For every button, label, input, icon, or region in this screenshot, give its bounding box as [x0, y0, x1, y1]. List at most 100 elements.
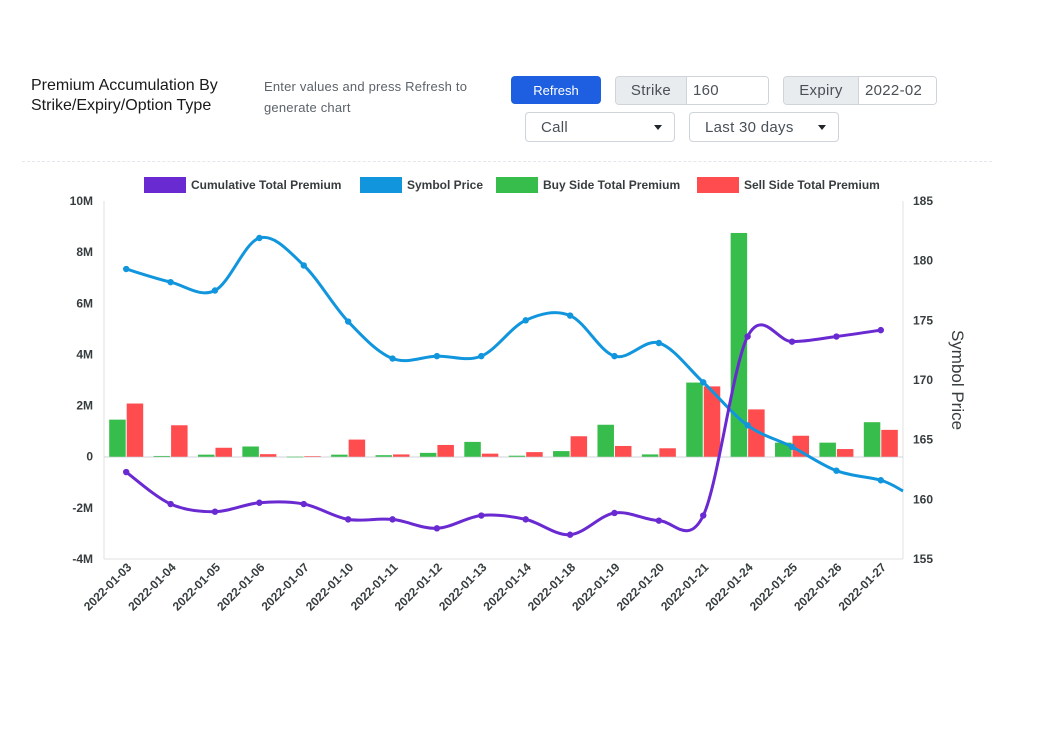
left-axis-tick-label: 10M	[70, 194, 93, 208]
strike-input-group: Strike	[615, 76, 769, 105]
legend-item-buy[interactable]: Buy Side Total Premium	[496, 177, 680, 193]
buy-bar	[286, 456, 304, 458]
sell-bar	[659, 448, 676, 457]
symbol-price-point	[256, 234, 263, 242]
buy-bar	[375, 455, 393, 457]
sell-bar	[748, 409, 765, 457]
buy-bar	[553, 451, 570, 457]
buy-bar	[597, 424, 614, 457]
left-axis-tick-label: 8M	[76, 245, 93, 259]
symbol-price-point	[788, 443, 796, 451]
legend-label-buy: Buy Side Total Premium	[543, 178, 681, 192]
buy-bar	[730, 232, 748, 457]
cumulative-premium-point	[211, 508, 219, 515]
symbol-price-point	[566, 312, 574, 319]
option-type-select[interactable]: Call	[525, 112, 675, 142]
right-axis-tick-label: 160	[913, 492, 933, 506]
legend-item-price[interactable]: Symbol Price	[360, 177, 483, 193]
sell-bar	[526, 452, 543, 457]
refresh-button[interactable]: Refresh	[511, 76, 601, 104]
symbol-price-point	[611, 352, 618, 360]
legend-swatch-buy	[496, 177, 538, 193]
sell-bar	[171, 425, 188, 457]
symbol-price-point	[833, 467, 840, 474]
buy-bar	[331, 454, 348, 457]
left-axis-tick-label: 2M	[76, 399, 93, 413]
legend-label-sell: Sell Side Total Premium	[744, 178, 880, 192]
cumulative-premium-point	[877, 326, 885, 334]
buy-bar	[641, 454, 659, 457]
expiry-label: Expiry	[784, 77, 859, 104]
instructions-text: Enter values and press Refresh to genera…	[264, 79, 468, 115]
legend-item-sell[interactable]: Sell Side Total Premium	[697, 177, 880, 193]
sell-bar	[259, 454, 277, 457]
divider	[22, 161, 992, 162]
cumulative-premium-point	[389, 516, 396, 523]
symbol-price-point	[389, 355, 396, 362]
chevron-down-icon	[818, 125, 826, 130]
buy-bar	[863, 422, 881, 457]
x-axis-tick-label: 2022-01-27	[836, 560, 890, 614]
expiry-input[interactable]	[859, 77, 936, 104]
legend-item-cumulative[interactable]: Cumulative Total Premium	[144, 177, 341, 193]
sell-bar	[614, 445, 632, 457]
buy-bar	[508, 455, 526, 457]
left-axis-tick-label: 6M	[76, 296, 93, 310]
sell-bar	[393, 454, 410, 457]
cumulative-premium-point	[344, 516, 352, 523]
buy-bar	[419, 452, 437, 457]
symbol-price-point	[522, 317, 529, 324]
cumulative-premium-point	[256, 499, 263, 506]
strike-label: Strike	[616, 77, 687, 104]
right-axis-tick-label: 155	[913, 552, 933, 566]
sell-bar	[570, 436, 588, 457]
expiry-input-group: Expiry	[783, 76, 937, 105]
sell-bar	[437, 444, 454, 457]
right-axis-title: Symbol Price	[948, 330, 967, 430]
cumulative-premium-line	[125, 323, 882, 537]
cumulative-premium-point	[167, 500, 174, 508]
cumulative-premium-point	[744, 333, 751, 340]
buy-bar	[242, 446, 259, 457]
sell-bar	[792, 435, 810, 457]
symbol-price-point	[211, 287, 219, 294]
symbol-price-point	[700, 379, 707, 386]
cumulative-premium-point	[478, 512, 485, 519]
symbol-price-point	[300, 262, 307, 269]
buy-bar	[464, 441, 481, 457]
symbol-price-point	[344, 318, 352, 325]
symbol-price-point	[744, 422, 751, 429]
right-axis-tick-label: 175	[913, 313, 933, 327]
right-axis-tick-label: 170	[913, 373, 933, 387]
sell-bar	[881, 429, 898, 457]
cumulative-premium-point	[122, 468, 130, 476]
symbol-price-point	[433, 352, 441, 360]
buy-bar	[197, 454, 215, 457]
cumulative-premium-point	[433, 525, 441, 532]
symbol-price-point	[877, 477, 885, 484]
cumulative-premium-point	[655, 517, 663, 524]
option-type-value: Call	[541, 118, 569, 136]
symbol-price-point	[167, 278, 174, 286]
cumulative-premium-point	[566, 531, 574, 538]
date-range-select[interactable]: Last 30 days	[689, 112, 839, 142]
legend-swatch-cumulative	[144, 177, 186, 193]
left-axis-tick-label: 4M	[76, 347, 93, 361]
strike-input[interactable]	[687, 77, 768, 104]
left-axis-tick-label: -2M	[72, 501, 93, 515]
sell-bar	[215, 447, 232, 457]
sell-bar	[703, 386, 721, 457]
right-axis-tick-label: 180	[913, 254, 933, 268]
legend-swatch-sell	[697, 177, 739, 193]
chart-title: Premium Accumulation By Strike/Expiry/Op…	[31, 77, 218, 114]
x-axis-tick-label: 2022-01-10	[303, 560, 357, 614]
cumulative-premium-point	[788, 338, 796, 345]
cumulative-premium-point	[522, 516, 529, 523]
sell-bar	[126, 403, 144, 457]
right-axis-tick-label: 165	[913, 433, 933, 447]
legend-label-price: Symbol Price	[407, 178, 484, 192]
cumulative-premium-point	[700, 512, 707, 519]
cumulative-premium-point	[833, 333, 840, 340]
buy-bar	[109, 419, 126, 457]
sell-bar	[304, 456, 321, 457]
